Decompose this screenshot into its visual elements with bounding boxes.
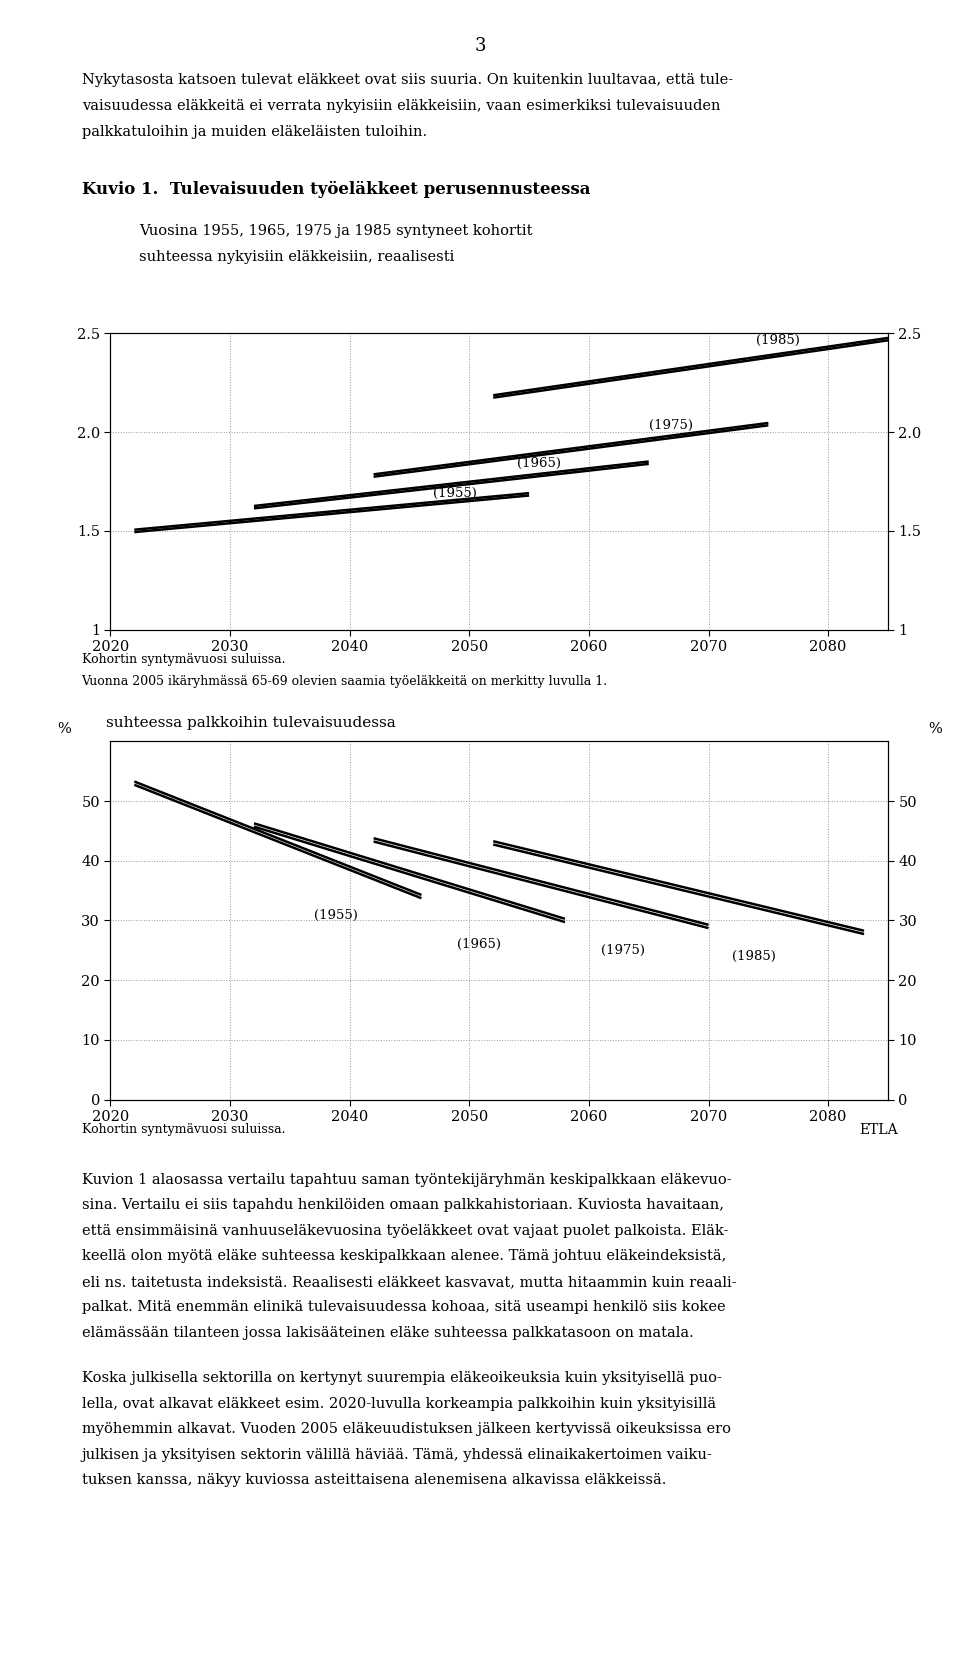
Text: (1965): (1965) xyxy=(457,938,501,951)
Text: elämässään tilanteen jossa lakisääteinen eläke suhteessa palkkatasoon on matala.: elämässään tilanteen jossa lakisääteinen… xyxy=(82,1326,693,1339)
Text: lella, ovat alkavat eläkkeet esim. 2020-luvulla korkeampia palkkoihin kuin yksit: lella, ovat alkavat eläkkeet esim. 2020-… xyxy=(82,1396,716,1411)
Text: (1985): (1985) xyxy=(756,335,801,347)
Text: Kuvio 1.  Tulevaisuuden työeläkkeet perusennusteessa: Kuvio 1. Tulevaisuuden työeläkkeet perus… xyxy=(82,182,590,198)
Text: Kohortin syntymävuosi suluissa.: Kohortin syntymävuosi suluissa. xyxy=(82,653,285,666)
Text: palkkatuloihin ja muiden eläkeläisten tuloihin.: palkkatuloihin ja muiden eläkeläisten tu… xyxy=(82,125,427,138)
Text: Vuosina 1955, 1965, 1975 ja 1985 syntyneet kohortit: Vuosina 1955, 1965, 1975 ja 1985 syntyne… xyxy=(139,225,533,238)
Text: (1975): (1975) xyxy=(649,420,693,431)
Text: (1985): (1985) xyxy=(732,950,777,963)
Text: Nykytasosta katsoen tulevat eläkkeet ovat siis suuria. On kuitenkin luultavaa, e: Nykytasosta katsoen tulevat eläkkeet ova… xyxy=(82,73,732,87)
Text: (1975): (1975) xyxy=(601,945,645,958)
Text: %: % xyxy=(57,721,71,736)
Text: sina. Vertailu ei siis tapahdu henkilöiden omaan palkkahistoriaan. Kuviosta hava: sina. Vertailu ei siis tapahdu henkilöid… xyxy=(82,1198,724,1213)
Text: Kuvion 1 alaosassa vertailu tapahtuu saman työntekijäryhmän keskipalkkaan eläkev: Kuvion 1 alaosassa vertailu tapahtuu sam… xyxy=(82,1173,732,1186)
Text: (1955): (1955) xyxy=(314,908,358,921)
Text: julkisen ja yksityisen sektorin välillä häviää. Tämä, yhdessä elinaikakertoimen : julkisen ja yksityisen sektorin välillä … xyxy=(82,1448,712,1461)
Text: eli ns. taitetusta indeksistä. Reaalisesti eläkkeet kasvavat, mutta hitaammin ku: eli ns. taitetusta indeksistä. Reaalises… xyxy=(82,1274,736,1289)
Text: tuksen kanssa, näkyy kuviossa asteittaisena alenemisena alkavissa eläkkeissä.: tuksen kanssa, näkyy kuviossa asteittais… xyxy=(82,1473,666,1488)
Text: Koska julkisella sektorilla on kertynyt suurempia eläkeoikeuksia kuin yksityisel: Koska julkisella sektorilla on kertynyt … xyxy=(82,1371,722,1386)
Text: keellä olon myötä eläke suhteessa keskipalkkaan alenee. Tämä johtuu eläkeindeksi: keellä olon myötä eläke suhteessa keskip… xyxy=(82,1250,726,1263)
Text: Kohortin syntymävuosi suluissa.: Kohortin syntymävuosi suluissa. xyxy=(82,1123,285,1136)
Text: 3: 3 xyxy=(474,37,486,55)
Text: %: % xyxy=(927,721,942,736)
Text: myöhemmin alkavat. Vuoden 2005 eläkeuudistuksen jälkeen kertyvissä oikeuksissa e: myöhemmin alkavat. Vuoden 2005 eläkeuudi… xyxy=(82,1423,731,1436)
Text: vaisuudessa eläkkeitä ei verrata nykyisiin eläkkeisiin, vaan esimerkiksi tulevai: vaisuudessa eläkkeitä ei verrata nykyisi… xyxy=(82,100,720,113)
Text: (1965): (1965) xyxy=(517,456,562,470)
Text: suhteessa palkkoihin tulevaisuudessa: suhteessa palkkoihin tulevaisuudessa xyxy=(106,716,396,730)
Text: palkat. Mitä enemmän elinikä tulevaisuudessa kohoaa, sitä useampi henkilö siis k: palkat. Mitä enemmän elinikä tulevaisuud… xyxy=(82,1299,725,1314)
Text: Vuonna 2005 ikäryhmässä 65-69 olevien saamia työeläkkeitä on merkitty luvulla 1.: Vuonna 2005 ikäryhmässä 65-69 olevien sa… xyxy=(82,675,608,688)
Text: ETLA: ETLA xyxy=(859,1123,898,1136)
Text: että ensimmäisinä vanhuuseläkevuosina työeläkkeet ovat vajaat puolet palkoista. : että ensimmäisinä vanhuuseläkevuosina ty… xyxy=(82,1225,728,1238)
Text: (1955): (1955) xyxy=(433,486,477,500)
Text: suhteessa nykyisiin eläkkeisiin, reaalisesti: suhteessa nykyisiin eläkkeisiin, reaalis… xyxy=(139,250,455,263)
